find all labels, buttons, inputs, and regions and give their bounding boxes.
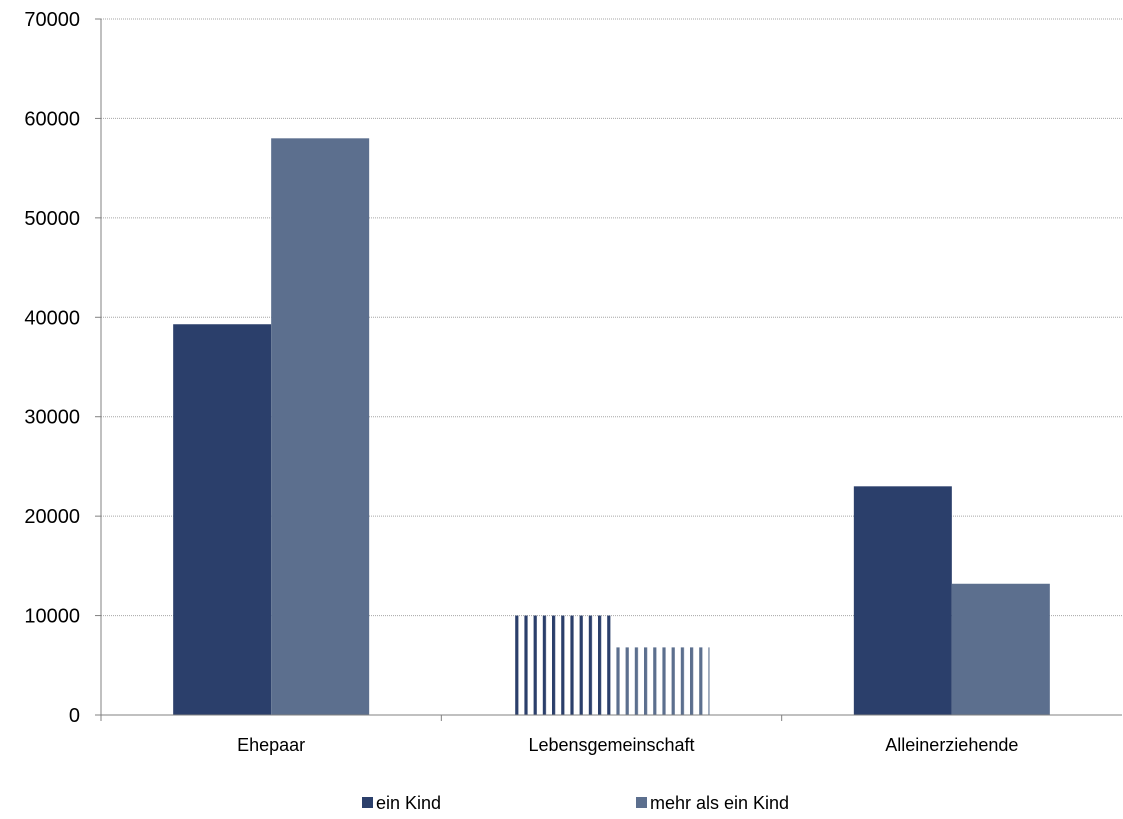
- legend-swatch: [362, 797, 373, 808]
- bar-lebensgemeinschaft-ein-kind: [514, 616, 612, 715]
- bar-lebensgemeinschaft-mehr-als-ein-kind: [612, 647, 710, 715]
- y-tick-label: 30000: [24, 407, 80, 429]
- bar-alleinerziehende-ein-kind: [854, 486, 952, 715]
- bar-ehepaar-mehr-als-ein-kind: [271, 138, 369, 715]
- y-tick-label: 40000: [24, 307, 80, 329]
- x-tick-label: Lebensgemeinschaft: [528, 735, 694, 755]
- y-tick-label: 0: [69, 705, 80, 727]
- legend-label: mehr als ein Kind: [650, 793, 789, 813]
- y-tick-label: 70000: [24, 9, 80, 31]
- y-tick-label: 50000: [24, 208, 80, 230]
- legend-swatch: [636, 797, 647, 808]
- x-tick-label: Ehepaar: [237, 735, 305, 755]
- y-tick-label: 10000: [24, 606, 80, 628]
- bar-ehepaar-ein-kind: [173, 324, 271, 715]
- y-tick-label: 60000: [24, 108, 80, 130]
- legend: ein Kind mehr als ein Kind: [362, 793, 789, 813]
- bars: [173, 138, 1050, 715]
- x-tick-label: Alleinerziehende: [885, 735, 1018, 755]
- y-tick-label: 20000: [24, 506, 80, 528]
- bar-alleinerziehende-mehr-als-ein-kind: [952, 584, 1050, 715]
- legend-label: ein Kind: [376, 793, 441, 813]
